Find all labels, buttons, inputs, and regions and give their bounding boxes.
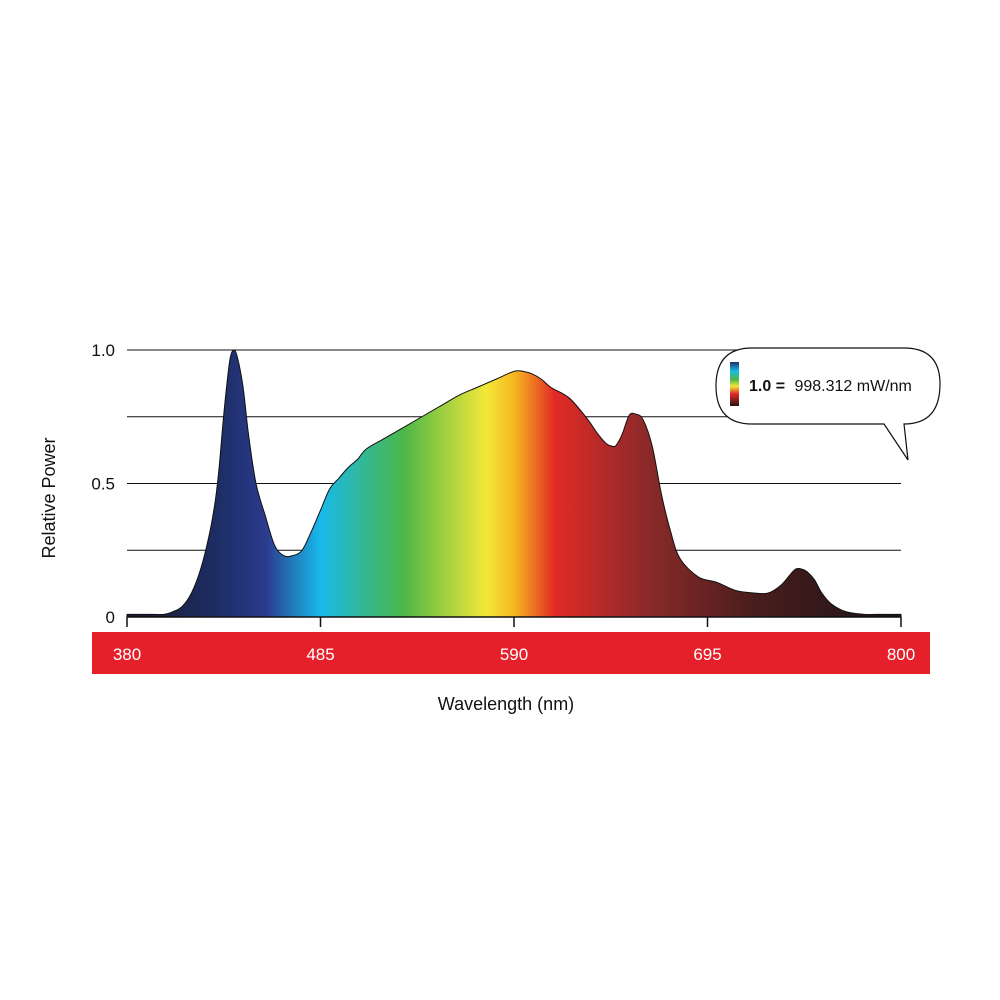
x-tick-label: 380 — [113, 645, 141, 664]
x-tick-label: 695 — [693, 645, 721, 664]
x-tick-marks — [126, 617, 902, 627]
callout-bubble — [715, 347, 941, 461]
legend-callout: 1.0 = 998.312 mW/nm — [715, 347, 941, 461]
y-tick-label: 0 — [106, 608, 115, 627]
y-tick-label: 1.0 — [91, 341, 115, 360]
spectrum-area — [126, 349, 902, 618]
x-axis-band — [92, 632, 930, 674]
y-tick-labels: 1.0 0.5 0 — [91, 341, 115, 627]
x-tick-label: 485 — [306, 645, 334, 664]
x-tick-label: 800 — [887, 645, 915, 664]
legend-color-swatch — [730, 362, 739, 406]
legend-value-text: 998.312 mW/nm — [794, 378, 911, 395]
x-tick-label: 590 — [500, 645, 528, 664]
legend-value-label: 1.0 = — [749, 378, 785, 395]
x-tick-labels: 380 485 590 695 800 — [113, 645, 915, 664]
x-axis-title: Wavelength (nm) — [438, 694, 574, 714]
legend-text: 1.0 = 998.312 mW/nm — [749, 378, 912, 395]
y-axis-title: Relative Power — [39, 437, 59, 558]
y-tick-label: 0.5 — [91, 475, 115, 494]
